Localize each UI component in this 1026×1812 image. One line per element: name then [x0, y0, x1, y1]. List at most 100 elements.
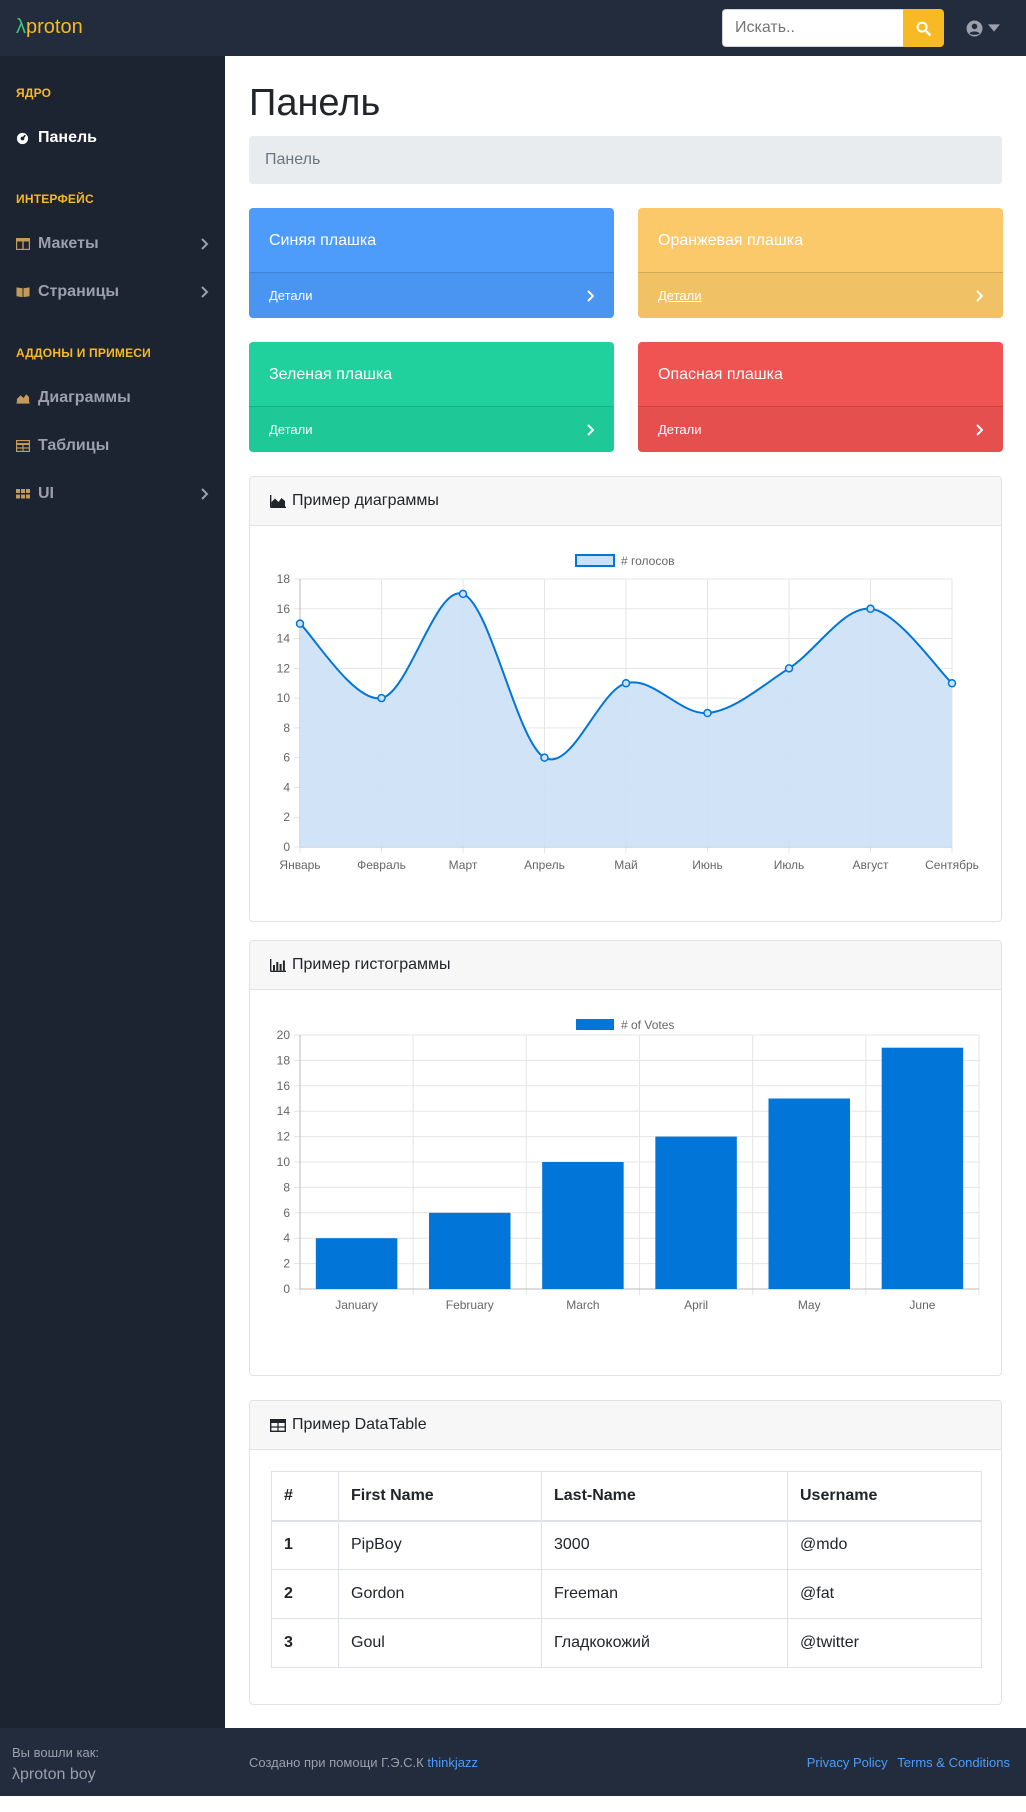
brand-logo[interactable]: λproton [16, 16, 83, 39]
area-chart-card: Пример диаграммы # голосов 0 2 4 6 8 10 12 14 16 1… [249, 476, 1002, 922]
sidebar-item-label: Панель [38, 129, 97, 146]
x-tick-label: Август [852, 858, 889, 872]
sidebar-item-layouts[interactable]: Макеты [0, 224, 225, 264]
tile-details-link[interactable]: Детали [249, 406, 614, 452]
y-tick-label: 18 [277, 572, 291, 586]
footer-credit: Создано при помощи Г.Э.С.К thinkjazz [249, 1755, 478, 1770]
bar [881, 1047, 964, 1289]
column-header[interactable]: Username [787, 1471, 982, 1522]
tile-title: Зеленая плашка [269, 366, 393, 383]
tile-title: Синяя плашка [269, 232, 377, 249]
x-tick-label: Май [614, 858, 638, 872]
chevron-right-icon [587, 424, 594, 436]
tachometer-icon [16, 131, 30, 145]
table-cell: 3 [271, 1618, 339, 1668]
table-cell: 3000 [541, 1520, 788, 1570]
y-tick-label: 12 [277, 661, 291, 675]
x-tick-label: May [798, 1298, 821, 1312]
y-tick-label: 10 [277, 1155, 291, 1169]
x-tick-label: February [446, 1298, 494, 1312]
terms-link[interactable]: Terms & Conditions [897, 1755, 1010, 1770]
tile-red: Опасная плашка Детали [638, 342, 1003, 452]
card-header: Пример диаграммы [250, 477, 1001, 526]
table-row: 3 Goul Гладкокожий @twitter [271, 1618, 982, 1668]
legend-swatch [576, 1019, 614, 1030]
logged-in-user: λproton boy [12, 1766, 96, 1783]
y-tick-label: 20 [277, 1028, 291, 1042]
table-cell: 2 [271, 1569, 339, 1619]
y-tick-label: 18 [277, 1053, 291, 1067]
search-button[interactable] [903, 9, 944, 47]
bar-chart-card: Пример гистограммы # of Votes 0 2 4 6 8 10 12 14… [249, 940, 1002, 1376]
x-tick-label: March [566, 1298, 599, 1312]
y-tick-label: 16 [277, 1079, 291, 1093]
sidebar-item-tables[interactable]: Таблицы [0, 426, 225, 466]
x-tick-label: April [684, 1298, 708, 1312]
top-navbar: λproton [0, 0, 1026, 56]
x-tick-label: Сентябрь [925, 858, 979, 872]
columns-icon [16, 237, 30, 251]
data-point [458, 589, 468, 599]
data-point [377, 693, 386, 703]
x-tick-label: June [909, 1298, 935, 1312]
search-input[interactable] [722, 9, 903, 47]
column-header[interactable]: First Name [338, 1471, 542, 1522]
data-point [947, 678, 957, 688]
tile-details-link[interactable]: Детали [638, 272, 1003, 318]
sidebar-item-label: Таблицы [38, 437, 110, 454]
sidebar-item-label: Макеты [38, 235, 99, 252]
sidebar-item-pages[interactable]: Страницы [0, 272, 225, 312]
x-tick-label: January [335, 1298, 378, 1312]
card-title: Пример гистограммы [292, 956, 451, 973]
table-icon [270, 1418, 286, 1432]
table-cell: Gordon [338, 1569, 542, 1619]
tile-details-link[interactable]: Детали [638, 406, 1003, 452]
data-point [621, 678, 631, 688]
x-tick-label: Март [449, 858, 478, 872]
tile-details-link[interactable]: Детали [249, 272, 614, 318]
y-tick-label: 0 [283, 1282, 290, 1296]
sidebar-item-dashboard[interactable]: Панель [0, 118, 225, 158]
tile-title: Опасная плашка [658, 366, 783, 383]
grid-icon [16, 487, 30, 501]
column-header[interactable]: Last-Name [541, 1471, 788, 1522]
area-chart-icon [270, 494, 286, 508]
sidebar-footer: Вы вошли как: λproton boy [0, 1728, 225, 1796]
chevron-right-icon [201, 286, 209, 298]
sidebar-item-ui[interactable]: UI [0, 474, 225, 514]
y-tick-label: 6 [283, 1206, 290, 1220]
page-bottom-strip [0, 1796, 1026, 1812]
card-header: Пример гистограммы [250, 941, 1001, 990]
breadcrumb-item[interactable]: Панель [265, 151, 321, 168]
column-header[interactable]: # [271, 1471, 339, 1522]
brand-symbol: λ [16, 16, 26, 38]
data-table: # First Name Last-Name Username 1 PipBoy… [271, 1471, 982, 1668]
search-icon [916, 21, 931, 36]
bar [768, 1098, 850, 1289]
footer-credit-link[interactable]: thinkjazz [427, 1755, 478, 1770]
table-cell: Freeman [541, 1569, 788, 1619]
sidebar-heading-core: ЯДРО [16, 86, 52, 100]
legend-swatch [575, 554, 615, 567]
data-point [784, 664, 794, 673]
datatable-card: Пример DataTable # First Name Last-Name … [249, 1400, 1002, 1705]
x-tick-label: Январь [279, 858, 320, 872]
bar [429, 1212, 511, 1289]
user-menu-dropdown[interactable] [966, 16, 1010, 40]
sidebar-item-charts[interactable]: Диаграммы [0, 378, 225, 418]
y-tick-label: 10 [277, 691, 291, 705]
tile-green: Зеленая плашка Детали [249, 342, 614, 452]
card-title: Пример DataTable [292, 1416, 427, 1433]
bar [315, 1238, 398, 1289]
legend-label: # of Votes [621, 1018, 674, 1032]
book-icon [16, 285, 30, 299]
chevron-right-icon [976, 424, 983, 436]
y-tick-label: 12 [277, 1130, 291, 1144]
x-tick-label: Июль [774, 858, 805, 872]
y-tick-label: 2 [283, 1257, 290, 1271]
page-title: Панель [249, 82, 381, 124]
chevron-right-icon [201, 238, 209, 250]
privacy-policy-link[interactable]: Privacy Policy [806, 1755, 888, 1770]
chevron-right-icon [587, 290, 594, 302]
y-tick-label: 14 [277, 1104, 291, 1118]
